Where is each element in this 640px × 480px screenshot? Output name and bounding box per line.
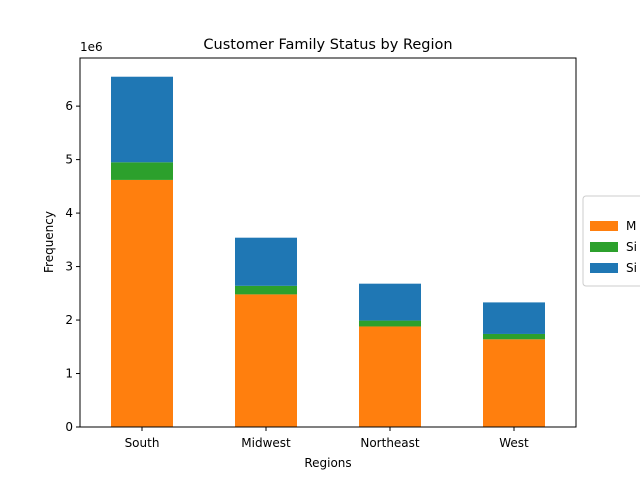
bar-segment xyxy=(359,283,421,321)
y-tick-label: 2 xyxy=(65,313,73,327)
bar-segment xyxy=(235,285,297,295)
y-tick-label: 6 xyxy=(65,99,73,113)
x-tick-label: Northeast xyxy=(360,436,420,450)
bar-segment xyxy=(111,76,173,163)
bar-segment xyxy=(111,179,173,427)
y-scale-label: 1e6 xyxy=(80,40,103,54)
x-axis-label: Regions xyxy=(304,456,351,470)
legend-swatch xyxy=(590,221,618,231)
y-tick-label: 5 xyxy=(65,153,73,167)
y-axis: 0 1 2 3 4 5 6 xyxy=(65,99,80,434)
y-tick-label: 1 xyxy=(65,367,73,381)
legend-label: M xyxy=(626,219,636,233)
legend: M Si Si xyxy=(582,195,640,287)
bar-segment xyxy=(235,294,297,427)
legend-swatch xyxy=(590,263,618,273)
legend-label: Si xyxy=(626,240,637,254)
y-tick-label: 3 xyxy=(65,260,73,274)
bar-segment xyxy=(235,237,297,286)
y-tick-label: 4 xyxy=(65,206,73,220)
y-axis-label: Frequency xyxy=(42,211,56,273)
x-axis: South Midwest Northeast West xyxy=(125,427,529,450)
bar-segment xyxy=(359,320,421,327)
bar-segment xyxy=(483,333,545,340)
x-tick-label: South xyxy=(125,436,160,450)
bar-segment xyxy=(111,162,173,180)
plot-frame xyxy=(79,57,577,428)
chart-title: Customer Family Status by Region xyxy=(203,37,452,53)
bar-segment xyxy=(359,326,421,427)
x-tick-label: West xyxy=(499,436,529,450)
legend-label: Si xyxy=(626,261,637,275)
y-tick-label: 0 xyxy=(65,420,73,434)
legend-swatch xyxy=(590,242,618,252)
bar-segment xyxy=(483,339,545,427)
x-tick-label: Midwest xyxy=(241,436,291,450)
bars-group xyxy=(111,76,545,427)
bar-segment xyxy=(483,302,545,334)
